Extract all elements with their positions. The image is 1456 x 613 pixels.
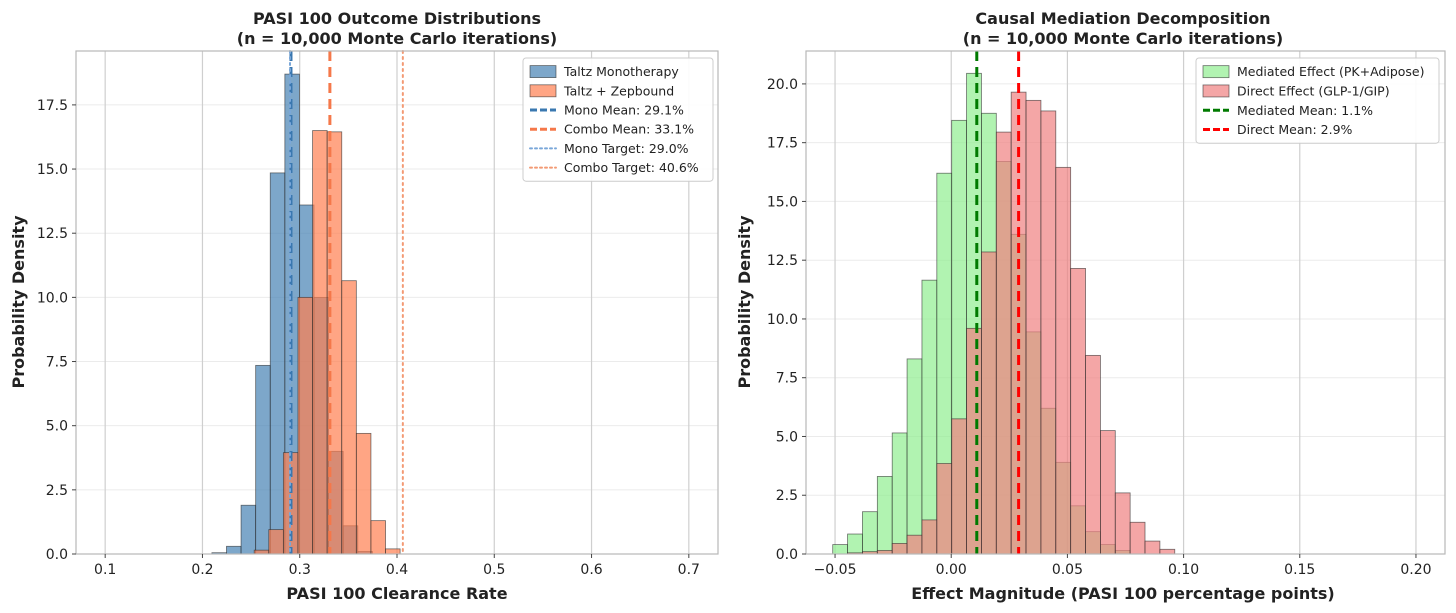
left-legend-swatch — [529, 84, 557, 98]
left-x-tick-label: 0.3 — [289, 562, 311, 578]
left-legend-label: Taltz + Zepbound — [563, 83, 674, 98]
left-legend: Taltz Monotherapy Taltz + Zepbound Mono Me… — [522, 57, 714, 182]
right-histogram-bar — [891, 543, 908, 555]
right-x-tick-label: 0.00 — [936, 562, 967, 578]
right-histogram-bar — [1070, 268, 1086, 555]
right-histogram-bar — [1025, 99, 1042, 555]
right-axes-frame — [805, 50, 1446, 555]
left-histogram-bar — [269, 172, 286, 555]
right-histogram-bar — [906, 534, 923, 555]
right-x-axis-label: Effect Magnitude (PASI 100 percentage po… — [911, 584, 1334, 603]
right-chart-subtitle: (n = 10,000 Monte Carlo iterations) — [963, 29, 1283, 48]
right-y-tick-label: 15.0 — [767, 194, 798, 210]
right-x-tick-label: 0.05 — [1052, 562, 1083, 578]
left-legend-label: Combo Target: 40.6% — [564, 160, 699, 175]
right-histogram-bar — [936, 463, 953, 555]
left-y-tick-label: 12.5 — [37, 226, 68, 242]
left-histogram-bar — [370, 520, 386, 555]
left-legend-box — [522, 57, 714, 182]
right-histogram-bar — [966, 327, 982, 555]
left-histogram-bar — [268, 529, 284, 555]
left-y-tick-label: 2.5 — [46, 483, 68, 499]
right-histogram-bar — [906, 358, 923, 555]
left-y-tick-label: 15.0 — [37, 162, 68, 178]
right-legend-label: Mediated Mean: 1.1% — [1237, 103, 1373, 118]
right-histogram-bar — [1055, 166, 1072, 555]
left-histogram-bar — [385, 548, 401, 555]
right-y-tick-label: 2.5 — [776, 488, 798, 504]
right-legend: Mediated Effect (PK+Adipose) Direct Effec… — [1195, 57, 1440, 144]
left-y-tick-label: 0.0 — [46, 547, 68, 563]
left-chart-subtitle: (n = 10,000 Monte Carlo iterations) — [237, 29, 557, 48]
left-legend-swatch — [529, 65, 557, 78]
right-x-tick-label: 0.20 — [1400, 562, 1431, 578]
left-histogram-bar — [255, 364, 271, 555]
right-x-tick-label: 0.10 — [1168, 562, 1199, 578]
left-legend-label: Mono Mean: 29.1% — [564, 103, 684, 118]
right-histogram-bar — [921, 519, 938, 555]
right-histogram-bar — [1100, 430, 1116, 555]
left-x-tick-label: 0.6 — [580, 562, 602, 578]
right-histogram-bar — [1144, 540, 1161, 555]
right-histogram-bar — [847, 533, 863, 555]
right-histogram-bar — [1114, 492, 1131, 555]
right-histogram-bar — [1129, 521, 1146, 555]
left-histogram-bar — [240, 504, 257, 555]
right-legend-label: Direct Mean: 2.9% — [1237, 122, 1353, 137]
right-y-tick-label: 12.5 — [767, 253, 798, 269]
left-legend-label: Mono Target: 29.0% — [564, 141, 689, 156]
left-x-tick-label: 0.4 — [386, 562, 408, 578]
right-histogram-bar — [981, 251, 997, 555]
left-histogram-bar — [312, 130, 328, 555]
left-chart-title: PASI 100 Outcome Distributions — [253, 9, 541, 28]
left-y-tick-label: 10.0 — [37, 290, 68, 306]
left-x-tick-label: 0.2 — [191, 562, 213, 578]
right-legend-label: Direct Effect (GLP-1/GIP) — [1237, 83, 1390, 98]
left-chart-panel: PASI 100 Outcome Distributions (n = 10,0… — [9, 9, 719, 603]
left-x-tick-label: 0.7 — [678, 562, 700, 578]
right-y-tick-label: 10.0 — [767, 312, 798, 328]
left-histogram-bar — [341, 280, 357, 555]
right-histogram-bar — [951, 418, 967, 555]
right-x-tick-label: 0.15 — [1284, 562, 1315, 578]
right-histogram-bar — [1085, 354, 1101, 555]
right-y-tick-label: 20.0 — [767, 77, 798, 93]
left-histogram-bar — [355, 432, 372, 555]
left-y-axis-label: Probability Density — [9, 215, 28, 389]
right-histogram-bar — [862, 511, 878, 555]
left-y-tick-label: 7.5 — [46, 355, 68, 371]
right-y-tick-label: 7.5 — [776, 371, 798, 387]
right-histogram-bar — [876, 476, 893, 555]
left-y-tick-label: 5.0 — [46, 419, 68, 435]
right-histogram-bar — [1159, 548, 1176, 555]
right-y-tick-label: 5.0 — [776, 429, 798, 445]
left-histogram-bar — [297, 296, 313, 555]
right-histogram-bar — [1040, 110, 1057, 555]
right-histogram-bar — [921, 279, 938, 555]
right-y-tick-label: 0.0 — [776, 547, 798, 563]
right-y-tick-label: 17.5 — [767, 136, 798, 152]
right-histogram-bar — [891, 432, 908, 555]
right-x-tick-label: −0.05 — [814, 562, 857, 578]
left-histogram-2 — [253, 130, 401, 555]
right-legend-swatch — [1202, 84, 1230, 98]
left-x-tick-label: 0.1 — [94, 562, 116, 578]
right-y-axis-label: Probability Density — [735, 215, 754, 389]
left-y-tick-label: 17.5 — [37, 98, 68, 114]
left-histogram-bar — [226, 545, 242, 555]
left-legend-label: Combo Mean: 33.1% — [564, 122, 694, 137]
right-legend-label: Mediated Effect (PK+Adipose) — [1237, 64, 1424, 79]
right-chart-title: Causal Mediation Decomposition — [975, 9, 1270, 28]
right-histogram-bar — [832, 544, 848, 555]
right-chart-panel: Causal Mediation Decomposition (n = 10,0… — [735, 9, 1446, 603]
right-histogram-bar — [995, 131, 1012, 555]
right-legend-box — [1195, 57, 1440, 144]
right-legend-swatch — [1202, 65, 1230, 79]
left-x-tick-label: 0.5 — [483, 562, 505, 578]
left-legend-label: Taltz Monotherapy — [563, 64, 679, 79]
left-x-axis-label: PASI 100 Clearance Rate — [286, 584, 507, 603]
